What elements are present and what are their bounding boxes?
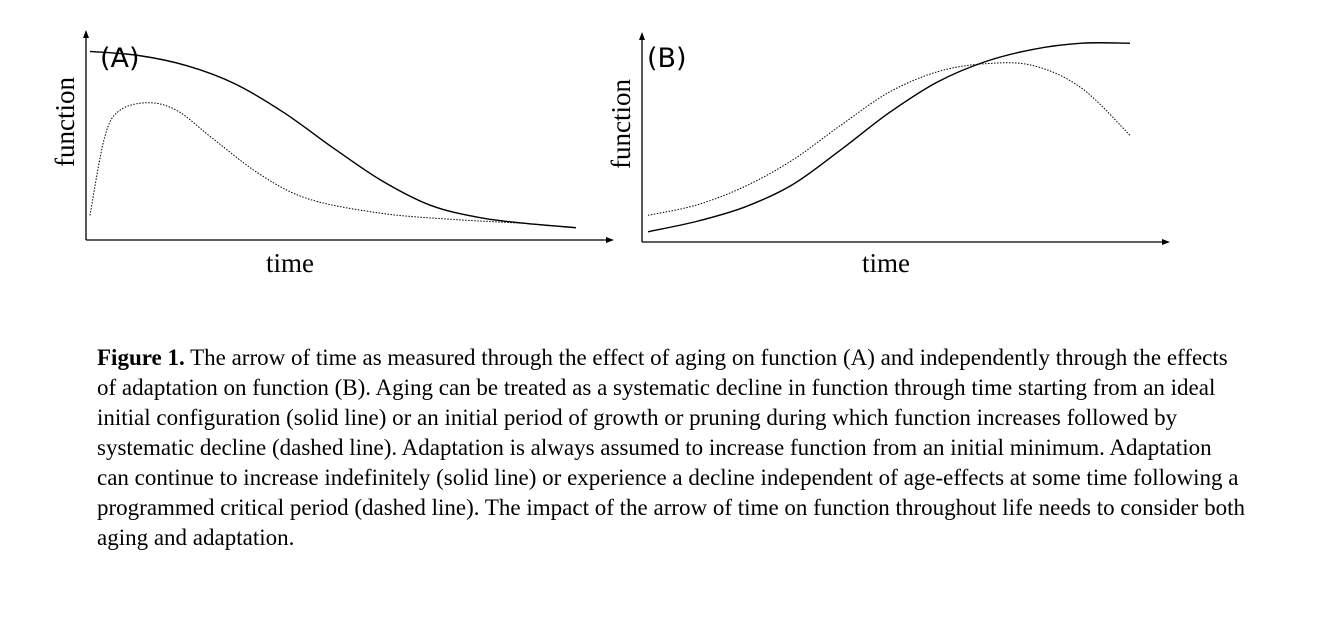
series-group bbox=[647, 42, 1131, 233]
y-axis-arrowhead bbox=[83, 30, 89, 38]
solid-series-line bbox=[647, 42, 1131, 233]
panel-label: (B) bbox=[647, 43, 687, 74]
dotted-series-line bbox=[89, 102, 577, 229]
solid-series-line bbox=[89, 50, 577, 229]
panel-label: (A) bbox=[100, 43, 140, 74]
caption-label: Figure 1. bbox=[97, 345, 185, 370]
y-axis-label: function bbox=[606, 79, 636, 169]
caption-text: The arrow of time as measured through th… bbox=[97, 345, 1245, 550]
y-axis-label: function bbox=[50, 77, 80, 167]
series-group bbox=[89, 50, 577, 229]
x-axis-label: time bbox=[862, 248, 910, 278]
y-axis-arrowhead bbox=[639, 32, 645, 40]
x-axis-label: time bbox=[266, 248, 314, 278]
dotted-series-line bbox=[647, 62, 1131, 216]
panel-a-svg: (A) time function bbox=[50, 30, 614, 278]
x-axis-arrowhead bbox=[606, 237, 614, 243]
panel-b-svg: (B) time function bbox=[606, 32, 1170, 278]
figure-caption: Figure 1. The arrow of time as measured … bbox=[97, 343, 1247, 553]
x-axis-arrowhead bbox=[1162, 239, 1170, 245]
